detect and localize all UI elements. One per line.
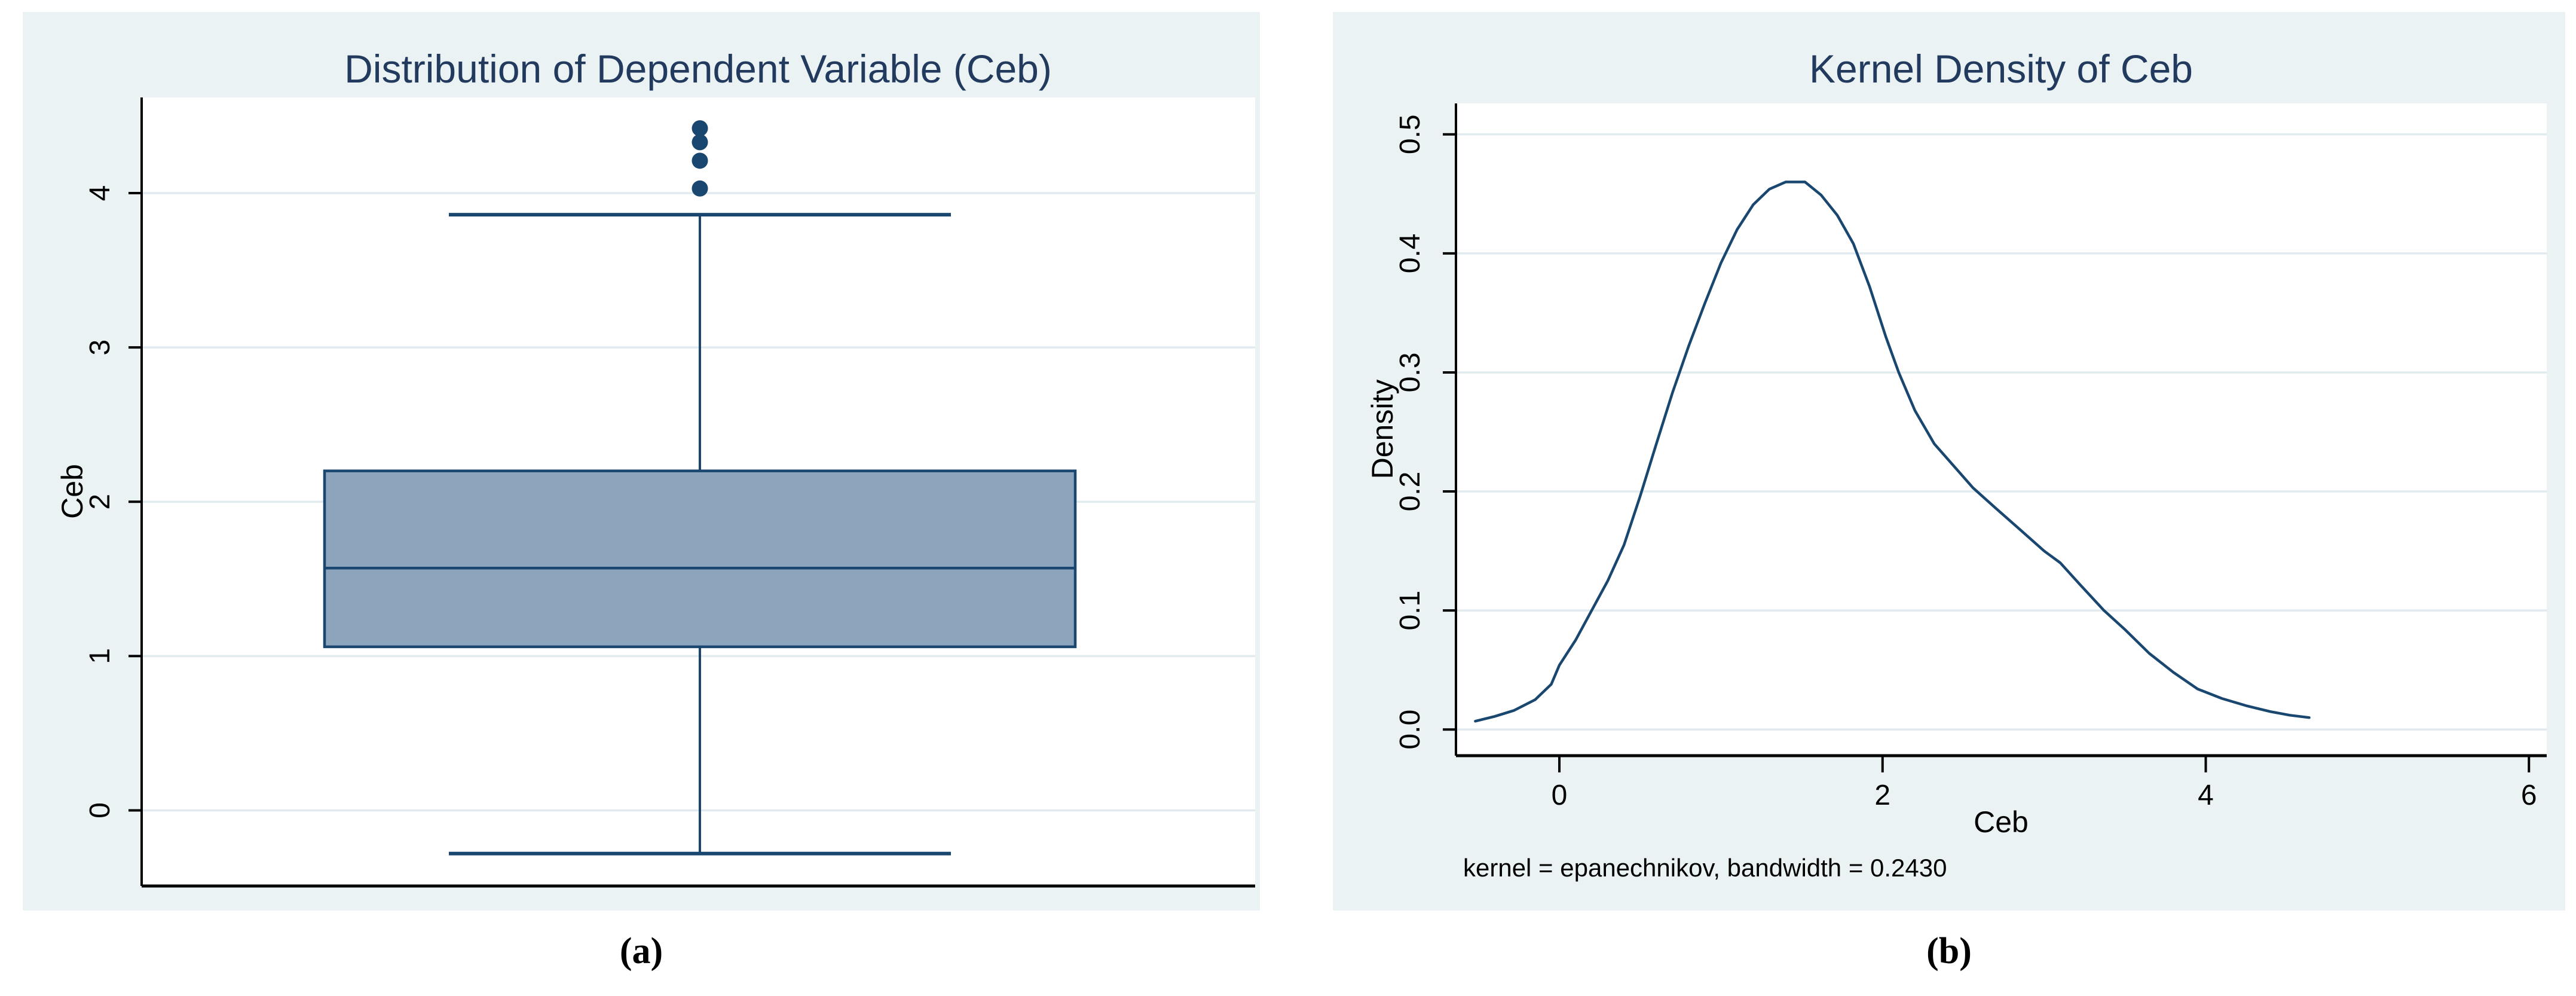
boxplot-svg: 0 1 2 3 4 Distribution of Dependent Variable… [56,47,1255,888]
x-tick-label: 2 [1874,780,1890,811]
caption-b: (b) [1926,931,1972,971]
y-tick-label: 1 [84,648,116,664]
y-tick-label: 0.0 [1394,710,1426,750]
boxplot-y-axis-title: Ceb [56,464,89,519]
y-tick-label: 0.5 [1394,114,1426,154]
kernel-density-title: Kernel Density of Ceb [1809,47,2193,91]
kernel-density-plot-group: 0.0 0.1 0.2 0.3 0.4 0.5 0 2 4 6 [1394,103,2547,811]
iqr-box [323,469,1077,649]
y-tick-label: 0.4 [1394,233,1426,273]
outlier-point [692,134,708,151]
y-tick-label: 0 [84,802,116,818]
y-tick-label: 0.1 [1394,591,1426,631]
outlier-point [692,152,708,169]
outlier-point [692,180,708,197]
density-curve [1474,181,2311,723]
kernel-density-note: kernel = epanechnikov, bandwidth = 0.243… [1463,854,1947,882]
boxplot-title: Distribution of Dependent Variable (Ceb) [344,47,1052,91]
kernel-density-x-axis-title: Ceb [1974,805,2029,839]
outlier-point [692,120,708,137]
x-tick-label: 6 [2521,780,2537,811]
kernel-density-svg: 0.0 0.1 0.2 0.3 0.4 0.5 0 2 4 6 Kernel Density of… [1366,47,2547,882]
panel-boxplot: 0 1 2 3 4 Distribution of Dependent Variable… [23,12,1260,911]
y-tick-label: 2 [84,494,116,510]
kernel-density-y-axis-title: Density [1366,380,1399,479]
x-tick-label: 0 [1552,780,1568,811]
x-tick-label: 4 [2198,780,2214,811]
y-tick-label: 4 [84,185,116,201]
panel-kernel-density: 0.0 0.1 0.2 0.3 0.4 0.5 0 2 4 6 Kernel Density of… [1333,12,2565,911]
boxplot-plot-group: 0 1 2 3 4 [84,97,1255,888]
y-tick-label: 3 [84,340,116,356]
plot-area [1456,103,2547,756]
caption-a: (a) [619,931,663,971]
y-tick-label: 0.2 [1394,472,1426,512]
y-tick-label: 0.3 [1394,353,1426,393]
